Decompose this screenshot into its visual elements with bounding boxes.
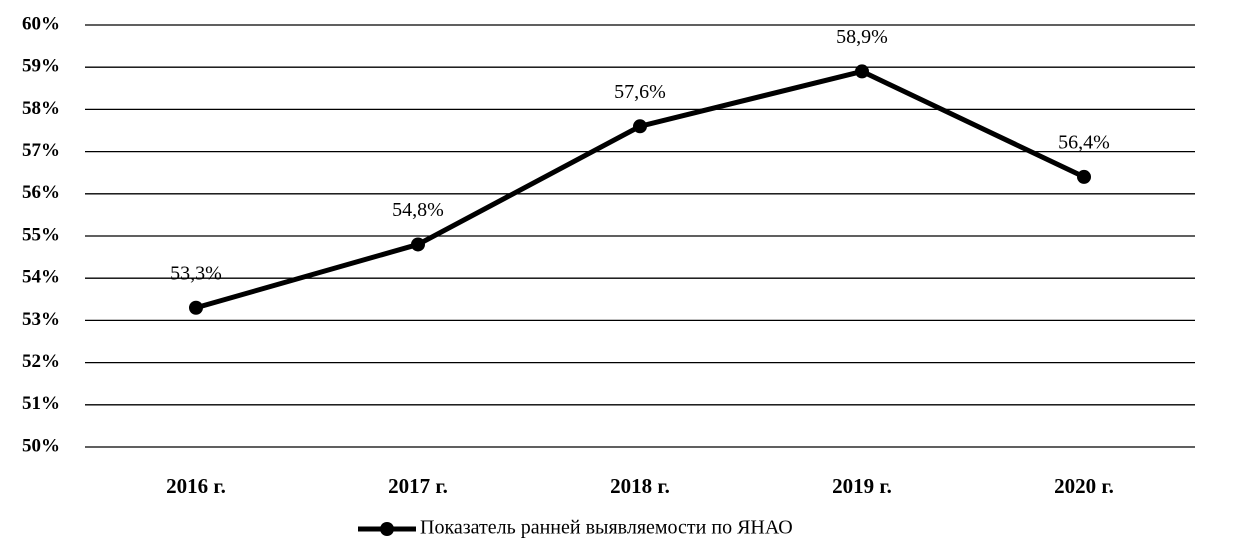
data-label: 53,3% xyxy=(170,262,222,284)
data-label: 57,6% xyxy=(614,81,666,103)
data-label: 54,8% xyxy=(392,199,444,221)
marker xyxy=(855,64,869,79)
x-tick-label: 2020 г. xyxy=(1054,474,1114,498)
data-label: 56,4% xyxy=(1058,132,1110,154)
x-tick-label: 2017 г. xyxy=(388,474,448,498)
marker xyxy=(189,300,203,315)
marker xyxy=(633,119,647,134)
marker xyxy=(411,237,425,252)
legend-marker xyxy=(380,522,394,536)
y-tick-label: 56% xyxy=(22,182,60,203)
x-tick-label: 2019 г. xyxy=(832,474,892,498)
y-tick-label: 52% xyxy=(22,351,60,372)
y-tick-label: 59% xyxy=(22,56,60,77)
x-tick-label: 2018 г. xyxy=(610,474,670,498)
y-tick-label: 53% xyxy=(22,309,60,330)
y-tick-label: 50% xyxy=(22,435,60,456)
x-tick-label: 2016 г. xyxy=(166,474,226,498)
marker xyxy=(1077,169,1091,184)
legend-label: Показатель ранней выявляемости по ЯНАО xyxy=(420,517,793,539)
y-tick-label: 51% xyxy=(22,393,60,414)
y-tick-label: 57% xyxy=(22,140,60,161)
y-tick-label: 58% xyxy=(22,98,60,119)
line xyxy=(195,68,1086,311)
data-label: 58,9% xyxy=(836,26,888,48)
y-tick-label: 55% xyxy=(22,224,60,245)
y-tick-label: 54% xyxy=(22,267,60,288)
y-tick-label: 60% xyxy=(22,13,60,34)
